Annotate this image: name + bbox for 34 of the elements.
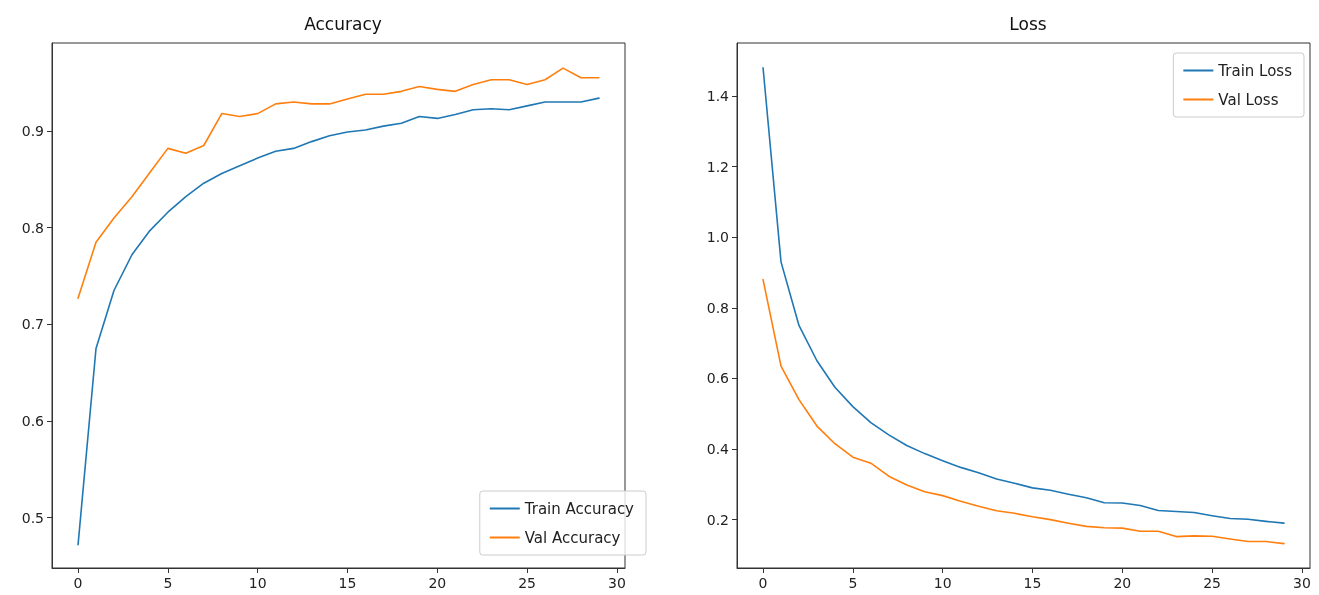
y-tick-label: 1.0 xyxy=(706,229,729,246)
y-tick-label: 0.6 xyxy=(706,370,730,387)
x-tick-label: 10 xyxy=(933,575,952,591)
x-tick-label: 5 xyxy=(848,575,858,591)
x-tick-label: 25 xyxy=(1203,575,1222,591)
x-tick-label: 25 xyxy=(518,575,537,591)
y-tick-label: 0.8 xyxy=(706,299,729,316)
x-tick-label: 20 xyxy=(428,575,447,591)
legend-label: Train Accuracy xyxy=(523,499,635,518)
x-tick-label: 10 xyxy=(248,575,267,591)
y-tick-label: 0.2 xyxy=(706,511,729,528)
y-tick-label: 0.8 xyxy=(21,219,44,236)
chart-title: Loss xyxy=(1009,13,1047,34)
line-series xyxy=(762,278,1285,545)
legend-label: Train Loss xyxy=(1217,61,1293,80)
x-tick-label: 20 xyxy=(1113,575,1132,591)
legend-label: Val Loss xyxy=(1218,90,1279,109)
x-tick-label: 0 xyxy=(73,575,83,591)
y-tick-label: 0.4 xyxy=(706,441,730,458)
x-tick-label: 30 xyxy=(608,575,626,591)
x-tick-label: 30 xyxy=(1293,575,1311,591)
x-tick-label: 5 xyxy=(163,575,173,591)
y-tick-label: 0.9 xyxy=(21,122,44,139)
y-tick-label: 1.4 xyxy=(706,87,730,104)
line-series xyxy=(77,67,600,300)
y-tick-label: 0.7 xyxy=(21,316,44,333)
x-tick-label: 0 xyxy=(758,575,768,591)
legend-label: Val Accuracy xyxy=(524,528,621,547)
chart-title: Accuracy xyxy=(304,13,382,34)
x-tick-label: 15 xyxy=(338,575,357,591)
y-tick-label: 0.6 xyxy=(21,413,45,430)
x-tick-label: 15 xyxy=(1023,575,1042,591)
y-tick-label: 1.2 xyxy=(706,158,729,175)
y-tick-label: 0.5 xyxy=(21,509,44,526)
